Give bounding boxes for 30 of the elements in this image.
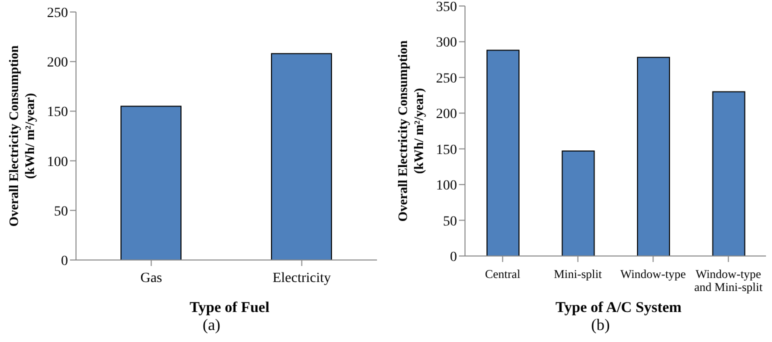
y-tick-label: 300 [436,36,457,51]
bar [712,91,746,256]
bar [562,150,595,256]
x-tick-label: Mini-split [554,267,603,281]
y-tick-label: 50 [443,214,457,230]
bar [637,56,670,256]
y-tick-label: 250 [436,71,457,86]
x-tick-label: Central [484,267,521,281]
y-tick-label: 50 [54,204,68,220]
text: (b) [590,317,611,335]
text: (a) [202,317,222,335]
x-axis-title: Type of A/C System [554,300,682,317]
y-tick-label: 0 [61,254,68,269]
y-tick-label: 150 [436,142,457,158]
y-tick-label: 200 [47,56,68,71]
y-tick-label: 150 [47,105,68,120]
y-tick-label: 200 [436,107,457,122]
y-tick-label: 350 [436,0,457,15]
y-tick-label: 250 [47,6,68,21]
x-tick-label: Electricity [272,271,331,286]
x-tick-label: Gas [140,271,162,286]
bar [486,50,520,256]
y-tick-label: 100 [47,154,68,170]
y-axis-title: Overall Electricity Consumption (kWh/ m²/year) [6,44,37,227]
y-tick-label: 0 [450,250,457,265]
x-tick-label: Window-type [620,267,686,281]
x-axis-title: Type of Fuel [188,300,270,317]
y-axis-title: Overall Electricity Consumption (kWh/ m²/year) [395,40,426,222]
x-tick-label: Window-type and Mini-split [694,267,764,294]
y-tick-label: 100 [436,178,457,194]
